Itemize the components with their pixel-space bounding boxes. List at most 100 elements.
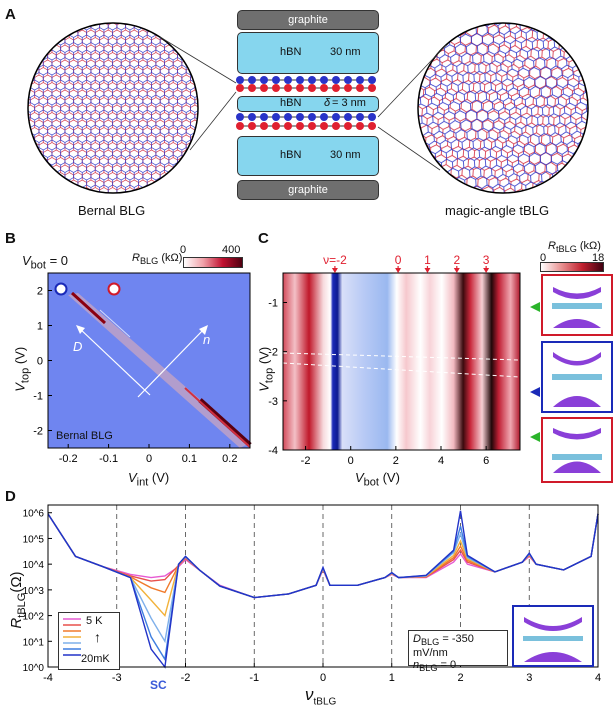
x-tick-label: -2	[301, 455, 311, 467]
top-hbn-thickness: 30 nm	[330, 46, 361, 58]
atom	[308, 76, 316, 84]
atom	[308, 113, 316, 121]
panel-d-x-label: νtBLG	[305, 685, 337, 708]
atom	[332, 76, 340, 84]
panel-c-cbar-min: 0	[540, 252, 547, 264]
filling-arrow-head	[483, 268, 490, 273]
bottom-hbn-layer: hBN 30 nm	[237, 136, 379, 176]
panel-c-cbar-max: 18	[592, 252, 605, 264]
atom	[236, 113, 244, 121]
x-tick-label: 0.2	[222, 453, 237, 465]
bernal-lattice-circle	[27, 22, 199, 194]
atom	[320, 84, 328, 92]
atom	[296, 84, 304, 92]
y-tick-label: -1	[33, 391, 43, 403]
top-graphite-layer: graphite	[237, 10, 379, 30]
atom	[308, 122, 316, 130]
filling-arrow-head	[424, 268, 431, 273]
y-tick-label: 10^2	[23, 612, 45, 623]
legend-arrow-icon: ↑	[94, 629, 101, 645]
panel-b-colorbar	[183, 257, 243, 268]
mid-hbn-label: hBN	[280, 97, 302, 109]
atom	[368, 76, 376, 84]
green-triangle-marker	[530, 302, 540, 312]
x-tick-label: 0	[146, 453, 152, 465]
tblg-lattice-circle	[417, 22, 589, 194]
atom	[308, 84, 316, 92]
x-tick-label: 0	[348, 455, 354, 467]
mid-hbn-thickness: = 3 nm	[332, 97, 366, 109]
atom	[368, 113, 376, 121]
atom	[332, 84, 340, 92]
atom	[248, 122, 256, 130]
panel-c-heatmap: -2 0 2 4 6 -1 -2 -3 -4 ν=-2 0 1 2 3	[268, 255, 521, 467]
panel-b-label: B	[5, 230, 16, 247]
atom	[248, 113, 256, 121]
panel-c-y-label: Vtop (V)	[256, 346, 276, 392]
atom	[284, 113, 292, 121]
y-tick-label: 1	[37, 321, 43, 333]
y-tick-label: 0	[37, 356, 43, 368]
atom	[320, 122, 328, 130]
atom	[236, 122, 244, 130]
x-tick-label: 2	[393, 455, 399, 467]
atom	[356, 122, 364, 130]
atom	[272, 113, 280, 121]
atom	[272, 122, 280, 130]
tblg-caption: magic-angle tBLG	[445, 203, 550, 218]
blue-circle-marker	[54, 282, 68, 296]
panel-d-label: D	[5, 488, 16, 505]
atom	[296, 76, 304, 84]
panel-d-inset	[512, 605, 594, 667]
x-tick-label: -2	[181, 672, 191, 684]
panel-d-sc-label: SC	[150, 678, 167, 692]
mid-hbn-symbol: δ	[324, 97, 331, 109]
atom	[368, 122, 376, 130]
atom	[344, 113, 352, 121]
filling-label: 1	[424, 255, 431, 267]
green-triangle-marker-2	[530, 432, 540, 442]
panel-c-colorbar-label: RtBLG (kΩ)	[548, 240, 601, 255]
filling-arrow-head	[453, 268, 460, 273]
atom	[248, 76, 256, 84]
x-tick-label: 3	[526, 672, 532, 684]
atom	[320, 76, 328, 84]
series-line	[47, 510, 599, 669]
panel-b-cbar-min: 0	[180, 244, 187, 256]
filling-arrow-head	[395, 268, 402, 273]
atom	[320, 113, 328, 121]
y-tick-label: 10^3	[23, 586, 45, 597]
atom	[344, 122, 352, 130]
panel-b-vbot-label: Vbot = 0	[22, 253, 69, 272]
y-tick-label: 10^5	[23, 534, 45, 545]
filling-label: ν=-2	[323, 255, 347, 267]
panel-b-cbar-max: 400	[222, 244, 241, 256]
panel-c-colorbar	[540, 262, 604, 272]
atom	[296, 113, 304, 121]
y-tick-label: 10^1	[23, 637, 45, 648]
panel-c-x-label: Vbot (V)	[355, 470, 400, 489]
x-tick-label: -1	[249, 672, 259, 684]
bottom-hbn-thickness: 30 nm	[330, 149, 361, 161]
atom	[332, 113, 340, 121]
n-condition: nBLG = 0	[413, 659, 457, 674]
top-hbn-layer: hBN 30 nm	[237, 32, 379, 74]
atom	[272, 84, 280, 92]
atom	[356, 113, 364, 121]
x-tick-label: -4	[43, 672, 53, 684]
atom	[284, 122, 292, 130]
d-condition: DBLG = -350 mV/nm	[413, 633, 474, 660]
y-tick-label: -4	[268, 445, 278, 457]
atom	[344, 84, 352, 92]
panel-b-x-label: Vint (V)	[128, 470, 170, 489]
atom	[260, 84, 268, 92]
atom	[296, 122, 304, 130]
atom	[260, 113, 268, 121]
atom	[260, 122, 268, 130]
atom	[248, 84, 256, 92]
filling-label: 0	[395, 255, 402, 267]
panel-b-arrow-d-label: D	[73, 339, 83, 354]
atom	[272, 76, 280, 84]
y-tick-label: 2	[37, 286, 43, 298]
filling-label: 2	[453, 255, 460, 267]
